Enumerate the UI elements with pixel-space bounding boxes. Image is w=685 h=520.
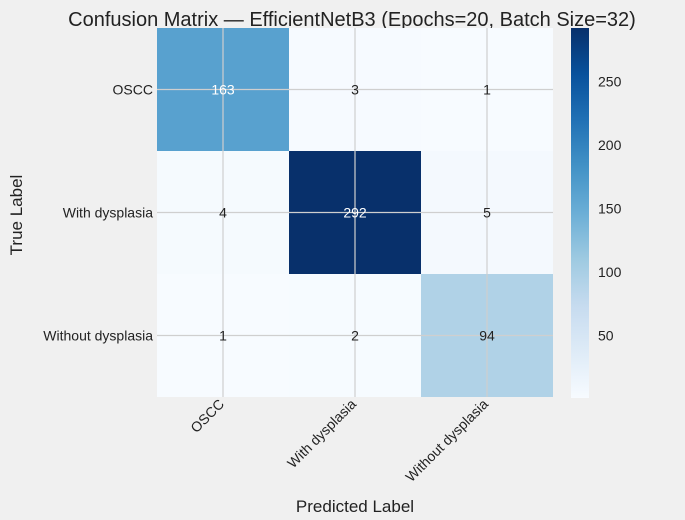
cell-value-label: 94: [479, 328, 495, 344]
colorbar-tick-label: 100: [598, 264, 622, 280]
cell-value-label: 2: [351, 328, 359, 344]
x-axis-label: Predicted Label: [296, 497, 414, 516]
cell-value-label: 1: [219, 328, 227, 344]
y-axis-label: True Label: [7, 175, 26, 256]
x-tick-label: Without dysplasia: [402, 396, 491, 485]
x-tick-label: With dysplasia: [284, 396, 359, 471]
x-tick-labels: OSCC With dysplasia Without dysplasia: [187, 396, 491, 485]
colorbar: [571, 28, 589, 398]
y-tick-labels: OSCC With dysplasia Without dysplasia: [43, 82, 153, 344]
y-tick-label: Without dysplasia: [43, 328, 153, 344]
y-tick-label: OSCC: [113, 82, 153, 98]
colorbar-ticks: 50 100 150 200 250: [598, 73, 622, 343]
colorbar-tick-label: 150: [598, 201, 622, 217]
cell-value-label: 5: [483, 205, 491, 221]
cell-annotations: 163 3 1 4 292 5 1 2 94: [211, 82, 495, 344]
cell-value-label: 163: [211, 82, 235, 98]
cell-value-label: 3: [351, 82, 359, 98]
colorbar-tick-label: 50: [598, 328, 614, 344]
y-tick-label: With dysplasia: [63, 205, 153, 221]
chart-title: Confusion Matrix — EfficientNetB3 (Epoch…: [68, 9, 636, 31]
heatmap-gridlines: [157, 28, 553, 397]
cell-value-label: 292: [343, 205, 367, 221]
colorbar-tick-label: 250: [598, 73, 622, 89]
cell-value-label: 4: [219, 205, 227, 221]
x-tick-label: OSCC: [187, 396, 227, 436]
cell-value-label: 1: [483, 82, 491, 98]
colorbar-tick-label: 200: [598, 137, 622, 153]
